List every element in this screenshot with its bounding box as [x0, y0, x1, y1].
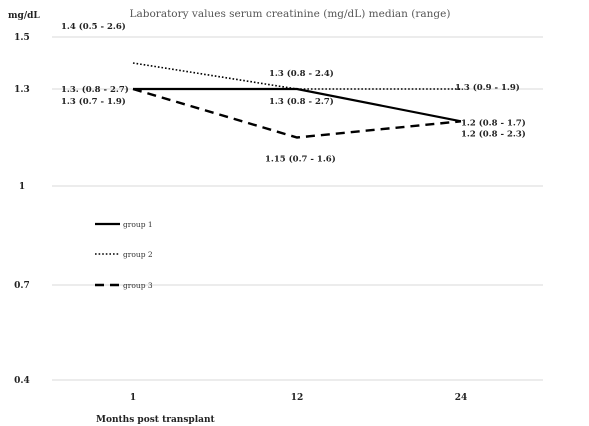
y-tick-label: 1 — [19, 182, 25, 192]
legend: group 1 group 2 group 3 — [95, 220, 153, 290]
y-tick-label: 1.5 — [14, 33, 30, 43]
x-tick-label: 24 — [455, 393, 468, 403]
y-axis-label: mg/dL — [8, 11, 40, 21]
chart-title: Laboratory values serum creatinine (mg/d… — [130, 8, 451, 20]
data-label: 1.3 (0.9 - 1.9) — [455, 82, 520, 93]
data-label: 1.2 (0.8 - 2.3) — [461, 128, 526, 139]
data-label: 1.3 (0.8 - 2.4) — [269, 68, 334, 79]
data-label: 1.3 (0.7 - 1.9) — [61, 96, 126, 107]
series-lines — [132, 62, 462, 139]
legend-label: group 1 — [123, 220, 153, 229]
data-labels: 1.3. (0.8 - 2.7) 1.3 (0.8 - 2.7) 1.2 (0.8 … — [61, 21, 526, 165]
data-label: 1.3 (0.8 - 2.7) — [269, 96, 334, 107]
y-tick-label: 0.7 — [14, 281, 30, 291]
x-tick-labels: 1 12 24 — [130, 393, 467, 403]
data-label: 1.15 (0.7 - 1.6) — [265, 154, 336, 165]
x-axis-label: Months post transplant — [96, 415, 215, 425]
data-label: 1.4 (0.5 - 2.6) — [61, 21, 126, 32]
legend-label: group 3 — [123, 281, 153, 290]
series-line-group-2 — [132, 62, 461, 90]
y-tick-label: 1.3 — [14, 85, 30, 95]
data-label: 1.3. (0.8 - 2.7) — [61, 84, 129, 95]
series-line-group-3 — [132, 87, 462, 139]
x-tick-label: 12 — [291, 393, 304, 403]
data-label: 1.2 (0.8 - 1.7) — [461, 117, 526, 128]
legend-label: group 2 — [123, 250, 153, 259]
x-tick-label: 1 — [130, 393, 136, 403]
y-tick-labels: 1.5 1.3 1 0.7 0.4 — [14, 33, 30, 386]
y-tick-label: 0.4 — [14, 376, 30, 386]
